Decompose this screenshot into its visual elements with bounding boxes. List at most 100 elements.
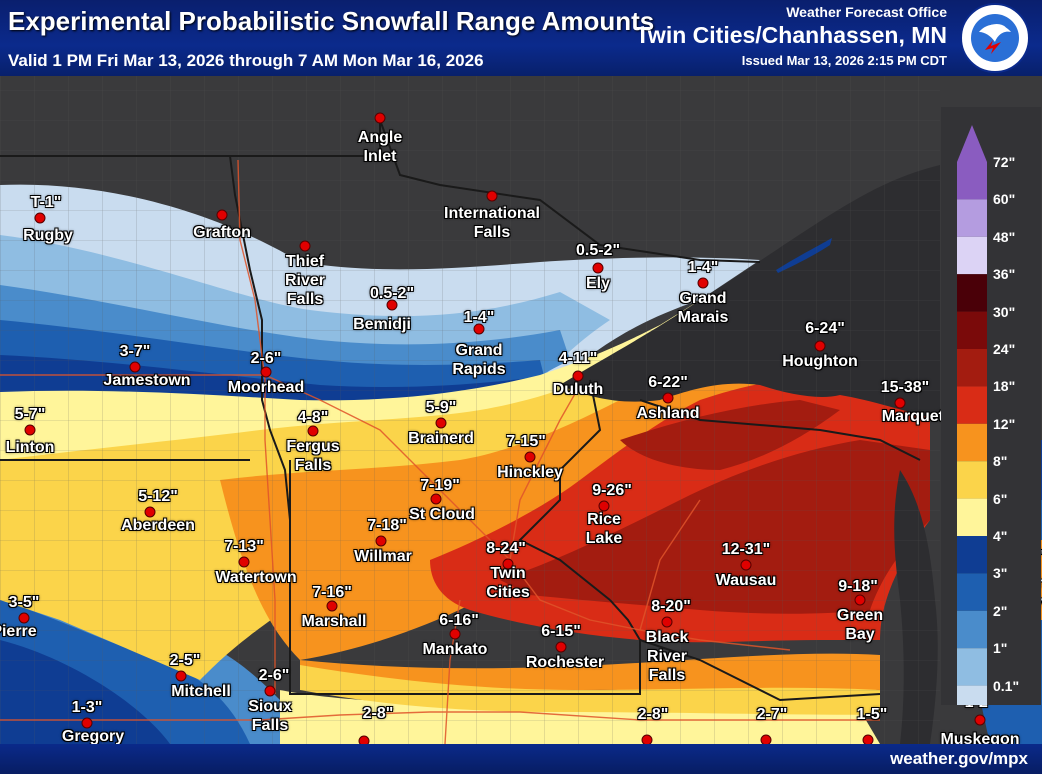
city-name-duluth: Duluth — [552, 381, 604, 398]
city-name-green-bay: Green Bay — [836, 607, 884, 643]
snowfall-range-ashland: 6-22" — [648, 374, 688, 391]
legend-label: 48" — [993, 228, 1016, 245]
snowfall-range-houghton: 6-24" — [805, 320, 845, 337]
legend-swatch — [957, 311, 987, 349]
snowfall-range-2-7: 2-7" — [756, 706, 788, 723]
city-name-rochester: Rochester — [525, 654, 605, 671]
page-title: Experimental Probabilistic Snowfall Rang… — [8, 6, 655, 36]
snowfall-range-jamestown: 3-7" — [119, 343, 151, 360]
city-marker-rochester — [555, 641, 567, 653]
city-name-marquette: Marquette — [881, 408, 959, 425]
snowfall-range-willmar: 7-18" — [367, 517, 407, 534]
snowfall-range-black-river-falls: 8-20" — [651, 598, 691, 615]
legend-label: 4" — [993, 528, 1008, 544]
city-marker-moorhead — [260, 366, 272, 378]
city-marker-ashland — [662, 392, 674, 404]
office-name: Twin Cities/Chanhassen, MN — [635, 22, 947, 48]
legend-label: 0.1" — [993, 677, 1020, 694]
snowfall-range-linton: 5-7" — [14, 406, 46, 423]
city-marker-angle-inlet — [374, 112, 386, 124]
legend-label: 1" — [993, 640, 1008, 657]
snowfall-range-rugby: T-1" — [30, 194, 62, 211]
city-name-houghton: Houghton — [782, 353, 858, 370]
city-marker-muskegon — [974, 714, 986, 726]
snowfall-range-moorhead: 2-6" — [250, 350, 282, 367]
snowfall-range-grand-rapids: 1-4" — [463, 309, 495, 326]
nws-logo — [960, 3, 1030, 73]
legend-swatch — [957, 498, 987, 536]
city-name-mitchell: Mitchell — [171, 683, 231, 700]
snowfall-range-bemidji: 0.5-2" — [369, 285, 415, 302]
footer-banner: weather.gov/mpx — [0, 744, 1042, 774]
legend-swatch — [957, 610, 987, 649]
legend-swatch — [957, 199, 987, 237]
legend-swatch — [957, 423, 987, 462]
city-name-twin-cities: Twin Cities — [486, 565, 530, 601]
city-marker-hinckley — [524, 451, 536, 463]
legend-swatch — [957, 349, 987, 387]
legend-label: 18" — [993, 378, 1016, 395]
legend-label: 12" — [993, 415, 1016, 432]
city-name-grand-marais: Grand Marais — [677, 290, 729, 326]
snowfall-range-grand-marais: 1-4" — [687, 259, 719, 276]
legend-swatch — [957, 236, 987, 275]
city-marker-green-bay — [854, 594, 866, 606]
city-name-aberdeen: Aberdeen — [121, 517, 195, 534]
city-name-linton: Linton — [5, 439, 55, 456]
snowfall-range-mankato: 6-16" — [439, 612, 479, 629]
website-link[interactable]: weather.gov/mpx — [890, 749, 1028, 768]
legend-swatch — [957, 461, 987, 499]
city-name-wausau: Wausau — [715, 572, 777, 589]
snowfall-range-aberdeen: 5-12" — [138, 488, 178, 505]
city-marker-pierre — [18, 612, 30, 624]
city-name-jamestown: Jamestown — [103, 372, 191, 389]
legend: 72" 60" 48" 36" 30" 24" 18" 12" 8" 6" 4" 3" 2" 1" 0.1" — [941, 107, 1041, 723]
city-name-bemidji: Bemidji — [353, 316, 411, 333]
legend-swatch — [957, 536, 987, 574]
snowfall-range-1-5: 1-5" — [856, 706, 888, 723]
legend-label: 60" — [993, 191, 1016, 208]
snowfall-range-gregory: 1-3" — [71, 699, 103, 716]
snowfall-range-fergus-falls: 4-8" — [297, 409, 329, 426]
city-name-stcloud: St Cloud — [409, 506, 475, 523]
legend-label: 30" — [993, 303, 1016, 320]
legend-label: 6" — [993, 490, 1008, 507]
city-name-ashland: Ashland — [636, 405, 700, 422]
city-name-sioux-falls: Sioux Falls — [248, 698, 292, 734]
snowfall-range-green-bay: 9-18" — [838, 578, 878, 595]
city-marker-thief-river-falls — [299, 240, 311, 252]
legend-label: 72" — [993, 154, 1016, 170]
city-marker-bemidji — [386, 299, 398, 311]
snowfall-range-rochester: 6-15" — [541, 623, 581, 640]
city-marker-wausau — [740, 559, 752, 571]
legend-swatch — [957, 573, 987, 611]
city-marker-rugby — [34, 212, 46, 224]
city-name-black-river-falls: Black River Falls — [645, 629, 689, 684]
city-name-international-falls: International Falls — [443, 205, 541, 241]
city-marker-mankato — [449, 628, 461, 640]
legend-label: 36" — [993, 266, 1016, 283]
city-name-willmar: Willmar — [354, 548, 412, 565]
legend-label: 3" — [993, 565, 1008, 582]
city-marker-grand-marais — [697, 277, 709, 289]
city-marker-international-falls — [486, 190, 498, 202]
snowfall-range-duluth: 4-11" — [558, 350, 598, 367]
snowfall-range-brainerd: 5-9" — [425, 399, 457, 416]
city-marker-gregory — [81, 717, 93, 729]
city-marker-ely — [592, 262, 604, 274]
city-name-fergus-falls: Fergus Falls — [286, 438, 340, 474]
city-marker-rice-lake — [598, 500, 610, 512]
snowfall-range-twin-cities: 8-24" — [486, 540, 526, 557]
city-name-muskegon: Muskegon — [940, 731, 1020, 748]
header-banner: Experimental Probabilistic Snowfall Rang… — [0, 0, 1042, 76]
city-name-marshall: Marshall — [301, 613, 367, 630]
city-marker-watertown — [238, 556, 250, 568]
legend-label: 8" — [993, 453, 1008, 470]
city-name-gregory: Gregory — [61, 728, 125, 745]
city-name-pierre: Pierre — [0, 623, 37, 640]
city-name-hinckley: Hinckley — [497, 464, 563, 481]
city-marker-fergus-falls — [307, 425, 319, 437]
city-name-brainerd: Brainerd — [408, 430, 474, 447]
issued-time: Issued Mar 13, 2026 2:15 PM CDT — [741, 53, 947, 68]
city-marker-stcloud — [430, 493, 442, 505]
